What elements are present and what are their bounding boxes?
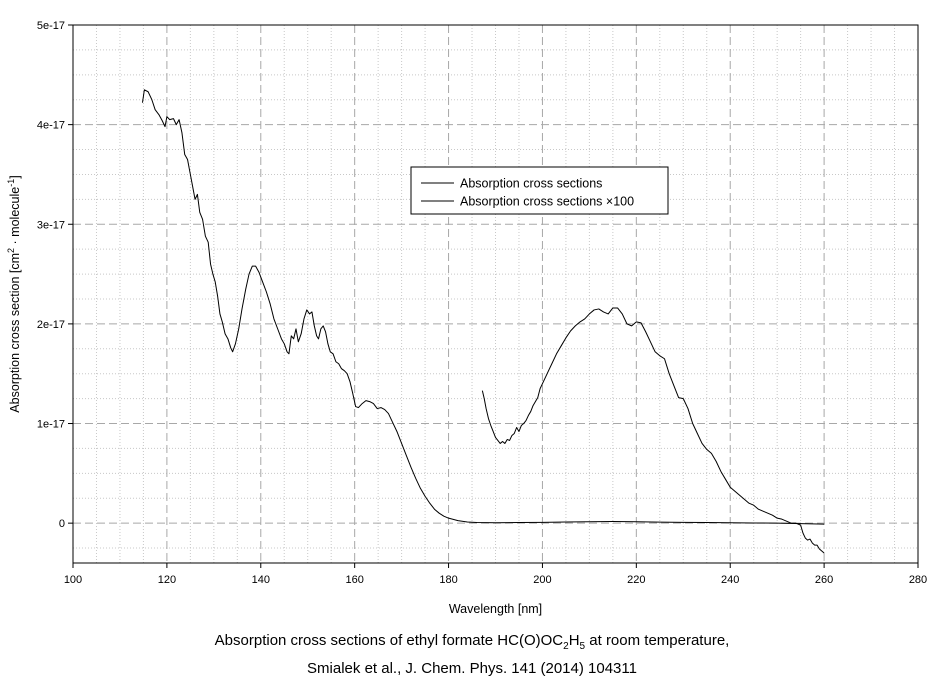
x-tick-label: 220: [627, 574, 645, 586]
caption-line-1: Absorption cross sections of ethyl forma…: [0, 630, 944, 658]
y-axis-title-sup: -1: [6, 179, 16, 187]
y-axis-title-part: · molecule: [8, 187, 22, 248]
x-tick-label: 240: [721, 574, 739, 586]
y-axis-title-part: ]: [8, 175, 22, 178]
caption-line-2: Smialek et al., J. Chem. Phys. 141 (2014…: [307, 660, 637, 677]
x-tick-label: 100: [64, 574, 82, 586]
line-chart: 100 120 140 160 180 200 220 240 260 280 0 1e-17 2e-1…: [6, 20, 927, 616]
y-tick-label: 2e-17: [37, 319, 65, 331]
series-lines: [141, 89, 825, 554]
plot-frame: [72, 24, 919, 564]
x-tick-label: 200: [533, 574, 551, 586]
x-axis-title: Wavelength [nm]: [449, 602, 542, 616]
legend-label-1: Absorption cross sections: [460, 177, 602, 191]
y-tick-label: 4e-17: [37, 120, 65, 132]
y-axis-title-sup: 2: [6, 248, 16, 253]
caption-text: Absorption cross sections of ethyl forma…: [214, 632, 564, 649]
caption-text: H: [568, 632, 580, 649]
legend: Absorption cross sections Absorption cro…: [410, 166, 669, 215]
y-axis-title-part: Absorption cross section [cm: [8, 253, 22, 413]
y-tick-label: 0: [59, 518, 65, 530]
x-tick-label: 160: [345, 574, 363, 586]
x-tick-label: 280: [909, 574, 927, 586]
x-tick-label: 180: [439, 574, 457, 586]
series-line-1: [141, 89, 825, 525]
y-axis-title: Absorption cross section [cm2 · molecule…: [6, 175, 22, 412]
x-tick-label: 260: [815, 574, 833, 586]
caption-subscript: 2: [563, 641, 569, 652]
axis-ticks: 100 120 140 160 180 200 220 240 260 280 0 1e-17 2e-1…: [37, 20, 927, 586]
y-tick-label: 3e-17: [37, 219, 65, 231]
x-tick-label: 120: [158, 574, 176, 586]
legend-label-2: Absorption cross sections ×100: [460, 195, 634, 209]
series-line-2: [481, 307, 825, 554]
y-tick-label: 1e-17: [37, 419, 65, 431]
y-tick-label: 5e-17: [37, 20, 65, 32]
caption-subscript: 5: [579, 641, 586, 652]
figure-caption: Absorption cross sections of ethyl forma…: [0, 630, 944, 680]
x-tick-label: 140: [252, 574, 270, 586]
caption-text: at room temperature,: [585, 632, 730, 649]
grid-lines: [73, 25, 918, 563]
legend-box: [410, 166, 669, 215]
